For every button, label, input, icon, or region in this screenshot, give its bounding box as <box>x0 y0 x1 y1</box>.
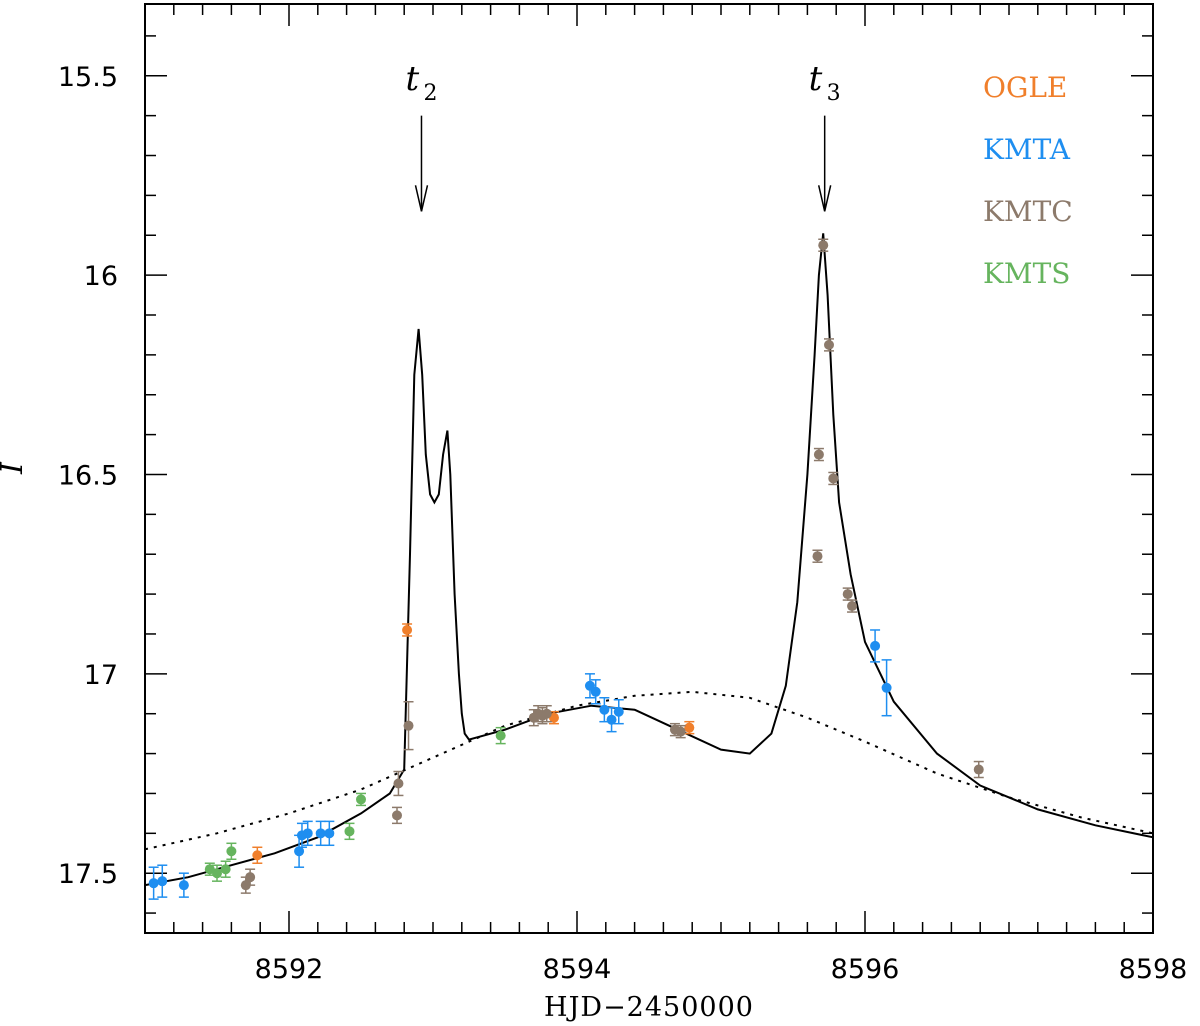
kmta-point <box>148 878 159 889</box>
annotation-label-t2: t <box>405 59 419 99</box>
kmtc-series <box>240 238 984 894</box>
tick-marks <box>144 4 1154 933</box>
y-tick-label: 16.5 <box>58 460 118 491</box>
kmtc-point <box>675 726 686 737</box>
y-tick-label: 15.5 <box>58 62 118 93</box>
annotation-subscript-t2: 2 <box>423 81 437 106</box>
x-tick-label: 8596 <box>831 954 900 985</box>
kmta-series <box>148 629 892 900</box>
kmtc-point <box>245 872 256 883</box>
kmta-point <box>302 828 313 839</box>
kmta-point <box>606 714 617 725</box>
legend: OGLE KMTA KMTC KMTS <box>983 71 1073 290</box>
x-tick-label: 8592 <box>255 954 324 985</box>
kmtc-point <box>973 764 984 775</box>
kmts-point <box>220 864 231 875</box>
kmtc-point <box>824 339 834 350</box>
kmtc-point <box>812 551 823 562</box>
kmta-point <box>870 640 881 651</box>
kmtc-point <box>403 720 414 731</box>
ogle-point <box>684 722 695 733</box>
kmtc-point <box>847 601 858 612</box>
ogle-point <box>402 624 413 635</box>
kmta-point <box>324 828 335 839</box>
kmta-point <box>590 686 601 697</box>
ogle-point <box>252 850 263 861</box>
kmts-point <box>344 826 355 837</box>
kmts-point <box>495 730 506 741</box>
kmta-point <box>315 828 326 839</box>
kmta-point <box>294 846 305 857</box>
ogle-series <box>252 623 695 864</box>
plot-frame <box>144 3 1154 934</box>
kmtc-point <box>828 473 839 484</box>
legend-entry-kmts: KMTS <box>983 257 1070 290</box>
kmta-point <box>157 876 168 887</box>
kmtc-point <box>541 708 552 719</box>
data-points <box>148 238 984 900</box>
annotation-subscript-t3: 3 <box>827 81 841 106</box>
tick-labels: 8592 8594 8596 8598 15.5 16 16.5 17 17.5 <box>58 62 1187 985</box>
kmtc-point <box>842 589 853 600</box>
y-tick-label: 16 <box>84 261 118 292</box>
kmta-point <box>613 706 624 717</box>
kmta-point <box>178 880 189 891</box>
annotation-label-t3: t <box>809 59 823 99</box>
legend-entry-kmtc: KMTC <box>983 195 1073 228</box>
x-tick-label: 8598 <box>1119 954 1188 985</box>
kmtc-point <box>813 449 824 460</box>
annotation-arrow-head <box>414 185 429 212</box>
kmtc-point <box>392 810 402 821</box>
kmtc-point <box>393 778 404 789</box>
x-tick-label: 8594 <box>543 954 612 985</box>
kmts-point <box>212 868 222 879</box>
annotation-arrow-head <box>817 185 832 212</box>
y-tick-label: 17.5 <box>58 859 118 890</box>
model-curves <box>145 233 1153 887</box>
kmts-point <box>356 794 366 805</box>
legend-entry-ogle: OGLE <box>983 71 1067 104</box>
y-tick-label: 17 <box>84 660 118 691</box>
kmtc-point <box>818 240 829 251</box>
kmts-series <box>204 726 506 882</box>
binary-lens-model-curve <box>145 233 1153 887</box>
x-axis-label: HJD−2450000 <box>544 992 754 1023</box>
y-axis-label: I <box>0 461 30 475</box>
kmta-point <box>881 682 892 693</box>
kmts-point <box>226 846 237 857</box>
legend-entry-kmta: KMTA <box>983 133 1071 166</box>
kmta-point <box>599 704 610 715</box>
